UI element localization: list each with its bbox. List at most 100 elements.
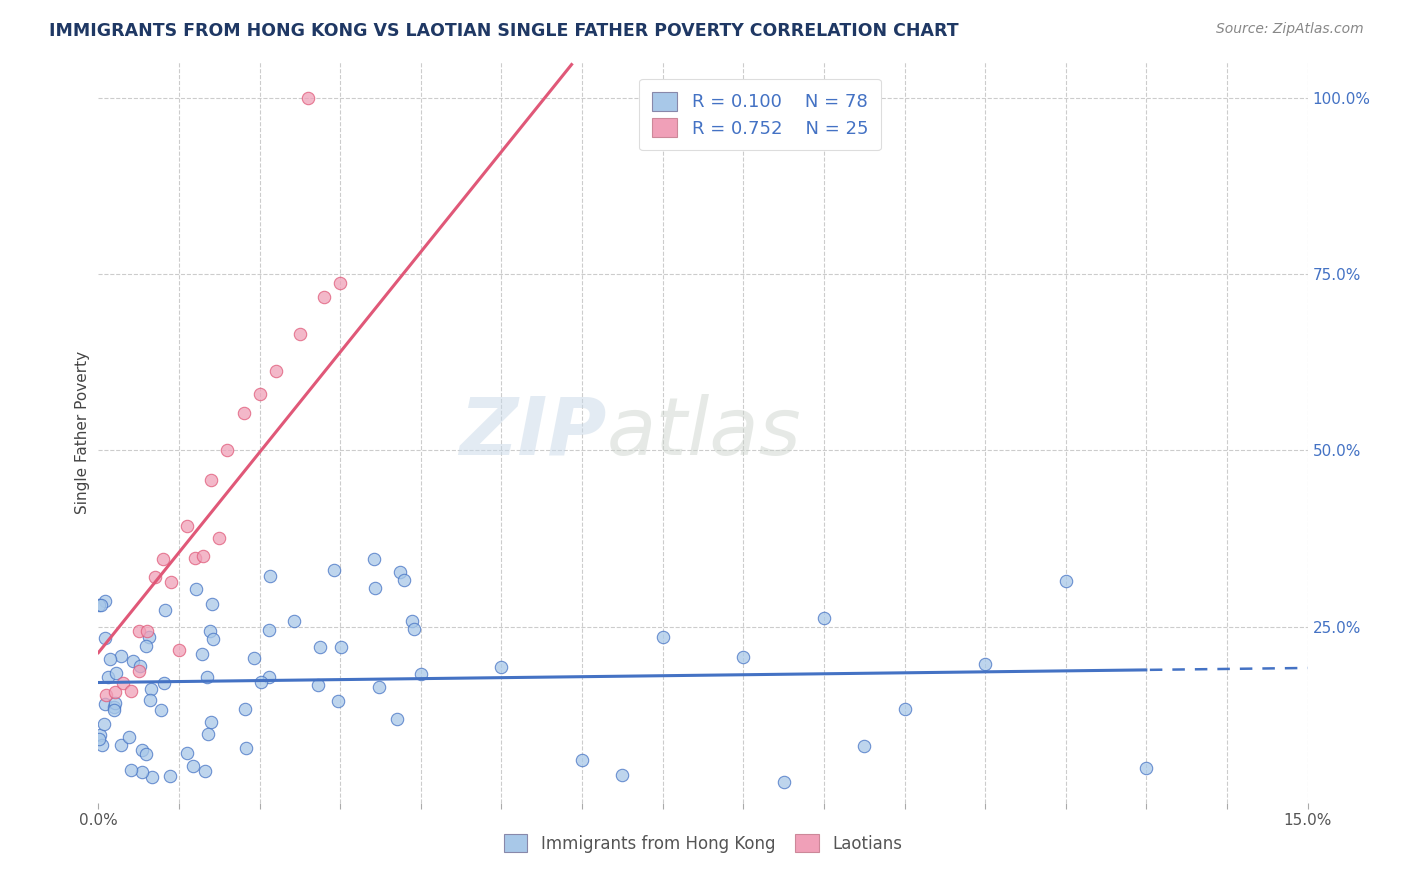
Point xyxy=(159,769,181,783)
Point xyxy=(264,364,287,378)
Point xyxy=(94,594,117,608)
Point xyxy=(138,630,160,644)
Point xyxy=(139,693,162,707)
Point xyxy=(135,624,157,639)
Point xyxy=(128,664,150,678)
Point xyxy=(893,702,915,716)
Point xyxy=(93,717,115,731)
Point xyxy=(152,552,174,566)
Point xyxy=(181,759,204,773)
Point xyxy=(94,631,117,645)
Point xyxy=(120,684,142,698)
Point xyxy=(139,682,162,697)
Point xyxy=(329,277,352,291)
Point xyxy=(153,676,176,690)
Point xyxy=(150,703,173,717)
Point xyxy=(193,549,215,563)
Point xyxy=(404,623,426,637)
Point xyxy=(143,570,166,584)
Point xyxy=(197,727,219,741)
Point xyxy=(89,731,111,746)
Point xyxy=(259,568,281,582)
Point xyxy=(201,597,224,611)
Point xyxy=(110,648,132,663)
Point xyxy=(232,406,254,420)
Point xyxy=(110,738,132,752)
Point xyxy=(692,91,714,105)
Point xyxy=(198,624,221,638)
Point xyxy=(813,611,835,625)
Point xyxy=(297,91,319,105)
Point xyxy=(409,666,432,681)
Point xyxy=(200,473,222,487)
Point xyxy=(368,680,391,694)
Point xyxy=(772,774,794,789)
Point xyxy=(90,738,112,752)
Point xyxy=(176,746,198,760)
Point xyxy=(184,551,207,566)
Point xyxy=(194,764,217,779)
Text: Source: ZipAtlas.com: Source: ZipAtlas.com xyxy=(1216,22,1364,37)
Point xyxy=(249,386,271,401)
Point xyxy=(200,714,222,729)
Point xyxy=(363,551,385,566)
Point xyxy=(388,565,411,579)
Point xyxy=(97,670,120,684)
Point xyxy=(160,575,183,590)
Point xyxy=(103,684,125,698)
Point xyxy=(1135,760,1157,774)
Point xyxy=(235,740,257,755)
Point xyxy=(1054,574,1077,589)
Point xyxy=(167,643,190,657)
Point xyxy=(141,771,163,785)
Point xyxy=(120,763,142,777)
Point xyxy=(202,632,225,646)
Point xyxy=(191,647,214,661)
Point xyxy=(257,623,280,637)
Point xyxy=(853,739,876,754)
Point xyxy=(103,699,125,714)
Point xyxy=(307,678,329,692)
Point xyxy=(491,659,513,673)
Point xyxy=(98,652,121,666)
Point xyxy=(89,598,111,612)
Point xyxy=(135,639,157,653)
Y-axis label: Single Father Poverty: Single Father Poverty xyxy=(75,351,90,514)
Point xyxy=(217,442,239,457)
Point xyxy=(103,696,125,710)
Point xyxy=(131,764,153,779)
Point xyxy=(135,747,157,761)
Point xyxy=(283,614,305,628)
Point xyxy=(103,703,125,717)
Point xyxy=(186,582,208,596)
Text: IMMIGRANTS FROM HONG KONG VS LAOTIAN SINGLE FATHER POVERTY CORRELATION CHART: IMMIGRANTS FROM HONG KONG VS LAOTIAN SIN… xyxy=(49,22,959,40)
Point xyxy=(308,640,330,655)
Point xyxy=(974,657,997,671)
Point xyxy=(153,603,176,617)
Point xyxy=(94,697,117,711)
Text: ZIP: ZIP xyxy=(458,393,606,472)
Point xyxy=(121,654,143,668)
Point xyxy=(195,669,218,683)
Point xyxy=(128,624,150,639)
Point xyxy=(176,519,198,533)
Point xyxy=(288,326,311,341)
Point xyxy=(243,650,266,665)
Point xyxy=(131,743,153,757)
Point xyxy=(250,674,273,689)
Point xyxy=(326,693,349,707)
Point xyxy=(571,754,593,768)
Point xyxy=(90,598,112,612)
Point xyxy=(208,531,231,545)
Point xyxy=(111,676,134,690)
Point xyxy=(401,615,423,629)
Point xyxy=(612,767,634,781)
Point xyxy=(651,630,673,644)
Point xyxy=(385,712,408,726)
Point xyxy=(233,702,256,716)
Point xyxy=(364,581,387,595)
Point xyxy=(118,731,141,745)
Point xyxy=(104,666,127,681)
Point xyxy=(314,291,336,305)
Point xyxy=(733,650,755,665)
